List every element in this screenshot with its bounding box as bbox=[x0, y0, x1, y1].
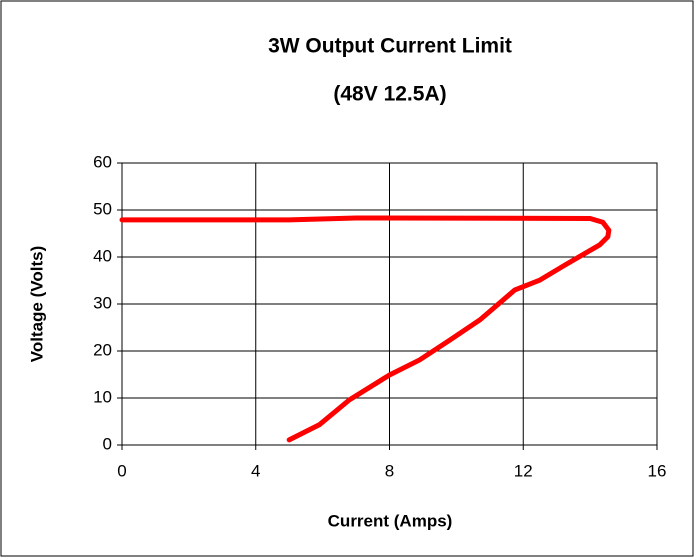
x-tick-label: 0 bbox=[117, 461, 126, 480]
chart-title: 3W Output Current Limit bbox=[268, 35, 512, 58]
data-line bbox=[119, 215, 612, 443]
plot-area bbox=[121, 162, 658, 446]
y-tick-label: 0 bbox=[103, 434, 112, 453]
y-tick-label: 60 bbox=[93, 152, 112, 171]
y-tick-label: 30 bbox=[93, 293, 112, 312]
y-tick-label: 40 bbox=[93, 246, 112, 265]
x-tick-label: 12 bbox=[514, 461, 533, 480]
y-tick-label: 10 bbox=[93, 387, 112, 406]
y-axis-label: Voltage (Volts) bbox=[27, 246, 46, 363]
x-tick-label: 8 bbox=[385, 461, 394, 480]
y-tick-label: 20 bbox=[93, 340, 112, 359]
chart-subtitle: (48V 12.5A) bbox=[333, 83, 446, 106]
y-tick-label: 50 bbox=[93, 199, 112, 218]
x-tick-label: 16 bbox=[648, 461, 667, 480]
x-tick-label: 4 bbox=[251, 461, 260, 480]
x-axis-label: Current (Amps) bbox=[328, 511, 453, 530]
